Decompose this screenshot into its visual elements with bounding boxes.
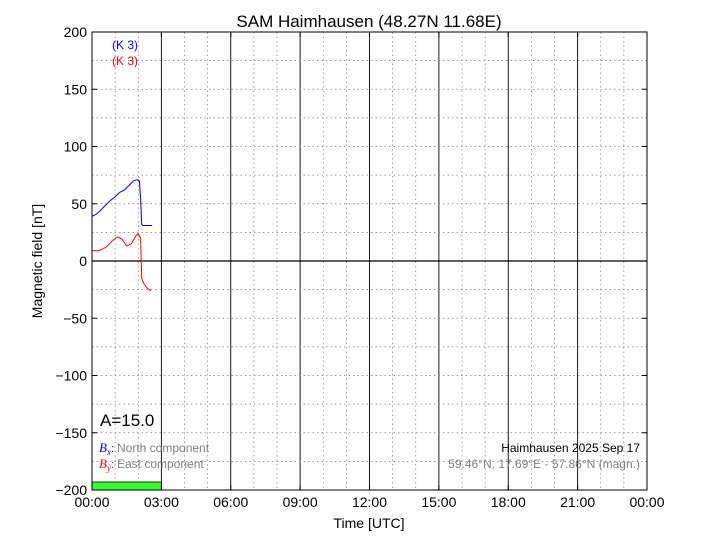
axis-ticks: 00:00 03:00 06:00 09:00 12:00 15:00 18:00 21:00… xyxy=(55,24,664,510)
x-tick-label: 00:00 xyxy=(629,494,664,510)
x-tick-label: 21:00 xyxy=(560,494,595,510)
x-tick-label: 03:00 xyxy=(144,494,179,510)
y-tick-label: −50 xyxy=(63,310,87,326)
x-tick-label: 18:00 xyxy=(491,494,526,510)
legend-north-symbol: Bx: xyxy=(99,440,114,457)
y-tick-label: 50 xyxy=(71,196,87,212)
x-tick-label: 15:00 xyxy=(421,494,456,510)
legend: Bx: North component By: East component xyxy=(99,440,210,473)
x-tick-label: 09:00 xyxy=(283,494,318,510)
y-tick-label: −200 xyxy=(55,482,87,498)
x-tick-label: 12:00 xyxy=(352,494,387,510)
legend-east-symbol: By: xyxy=(99,456,114,473)
y-axis-label: Magnetic field [nT] xyxy=(29,204,45,318)
y-tick-label: 100 xyxy=(64,139,88,155)
activity-bar xyxy=(91,481,162,491)
legend-north-label: North component xyxy=(117,441,210,455)
x-axis-label: Time [UTC] xyxy=(333,515,404,531)
y-tick-label: −150 xyxy=(55,425,87,441)
activity-bars xyxy=(91,481,162,491)
series-line-north xyxy=(91,179,153,226)
k-label-east: (K 3) xyxy=(112,54,138,68)
x-tick-label: 06:00 xyxy=(213,494,248,510)
a-index-label: A=15.0 xyxy=(100,411,154,430)
y-tick-label: 200 xyxy=(64,24,88,40)
x-tick-label: 00:00 xyxy=(74,494,109,510)
station-date-label: Haimhausen 2025 Sep 17 xyxy=(501,441,640,455)
legend-east-label: East component xyxy=(117,457,204,471)
coordinates-label: 59.46°N, 17.69°E - 57.86°N (magn.) xyxy=(448,457,640,471)
k-label-north: (K 3) xyxy=(112,38,138,52)
data-series xyxy=(91,179,153,292)
y-tick-label: 150 xyxy=(64,81,88,97)
series-line-east xyxy=(92,233,152,292)
chart-title: SAM Haimhausen (48.27N 11.68E) xyxy=(236,12,501,31)
y-tick-label: 0 xyxy=(79,253,87,269)
y-tick-label: −100 xyxy=(55,368,87,384)
